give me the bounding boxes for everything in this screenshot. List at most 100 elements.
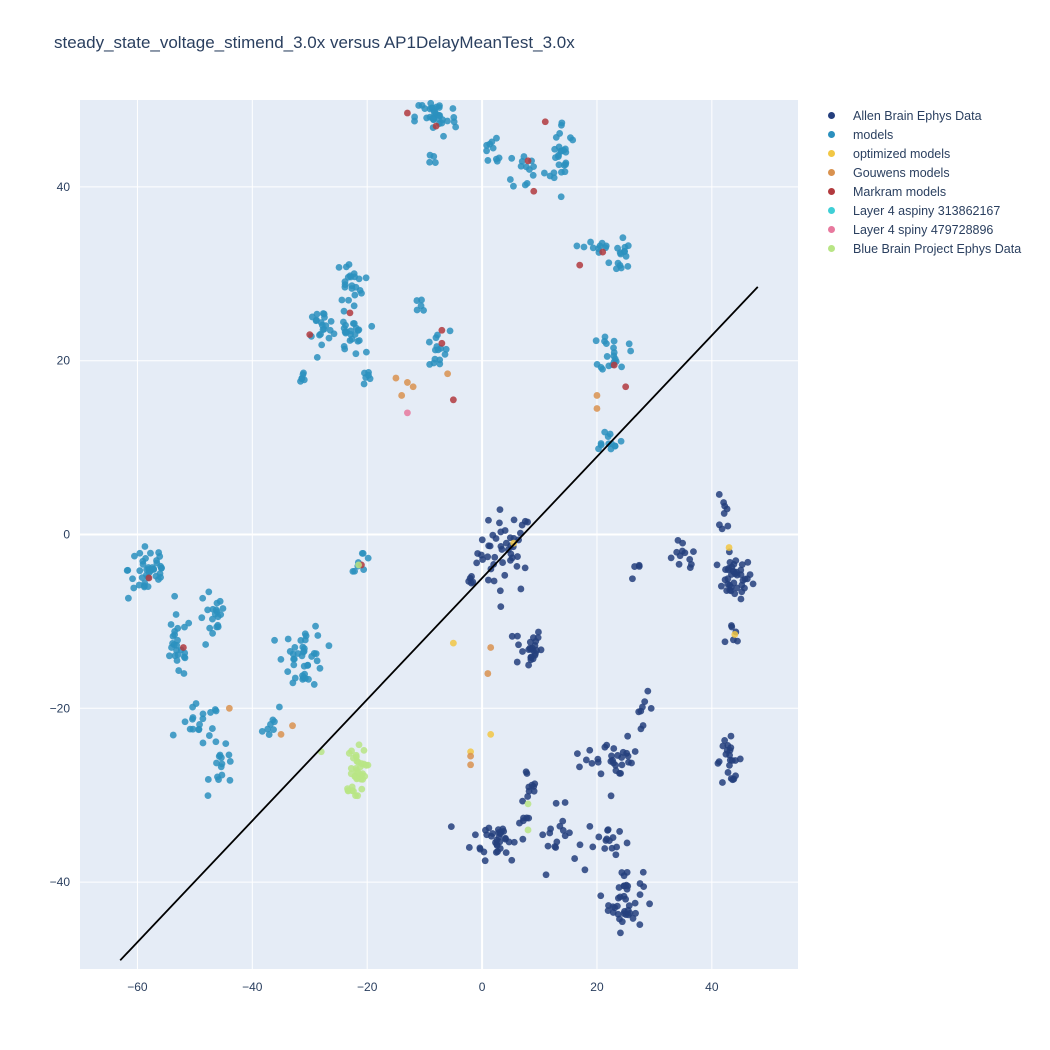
data-point xyxy=(354,792,362,800)
data-point xyxy=(491,553,499,561)
data-point xyxy=(524,793,532,800)
data-point xyxy=(204,776,212,783)
data-point xyxy=(605,902,612,909)
legend-item[interactable]: Layer 4 spiny 479728896 xyxy=(822,220,1021,239)
data-point xyxy=(446,327,454,335)
data-point xyxy=(139,557,147,565)
data-point xyxy=(351,291,359,299)
legend-item[interactable]: Blue Brain Project Ephys Data xyxy=(822,239,1021,258)
data-point xyxy=(604,826,611,834)
y-tick-label: −40 xyxy=(50,875,71,889)
data-point xyxy=(604,907,612,915)
data-point xyxy=(277,655,285,663)
data-point xyxy=(313,657,321,665)
data-point xyxy=(467,761,474,769)
data-point xyxy=(489,144,497,152)
data-point xyxy=(300,645,308,652)
data-point xyxy=(181,718,189,726)
data-point xyxy=(487,730,495,738)
data-point xyxy=(525,661,533,669)
data-point xyxy=(202,641,210,648)
data-point xyxy=(365,368,372,376)
data-point xyxy=(411,117,418,125)
data-point xyxy=(342,329,350,337)
data-point xyxy=(199,710,207,718)
data-point xyxy=(304,662,312,669)
data-point xyxy=(553,838,561,846)
data-point xyxy=(611,442,619,450)
data-point xyxy=(552,844,560,851)
legend-item[interactable]: optimized models xyxy=(822,144,1021,163)
data-point xyxy=(624,732,632,740)
data-point xyxy=(609,834,617,841)
data-point xyxy=(355,337,363,344)
data-point xyxy=(728,623,736,631)
data-point xyxy=(618,918,626,926)
data-point xyxy=(644,687,652,695)
legend-item[interactable]: Layer 4 aspiny 313862167 xyxy=(822,201,1021,220)
data-point xyxy=(524,518,532,526)
data-point xyxy=(141,543,149,550)
data-point xyxy=(614,910,622,918)
data-point xyxy=(138,574,146,582)
data-point xyxy=(124,594,132,602)
data-point xyxy=(569,136,577,144)
data-point xyxy=(726,762,733,769)
data-point xyxy=(597,440,605,447)
data-point xyxy=(730,568,738,576)
data-point xyxy=(485,542,493,550)
data-point xyxy=(737,595,745,603)
data-point xyxy=(199,739,207,747)
data-point xyxy=(489,830,497,837)
data-point xyxy=(359,549,367,557)
data-point xyxy=(605,259,613,267)
legend-item[interactable]: models xyxy=(822,125,1021,144)
data-point xyxy=(738,561,746,569)
data-point xyxy=(726,558,734,566)
data-point xyxy=(614,259,622,267)
axis-ticks: −60 −40 −20 0 20 40 −40 −20 0 20 40 xyxy=(50,180,719,994)
data-point xyxy=(624,262,632,270)
data-point xyxy=(617,437,625,445)
data-point xyxy=(556,130,564,137)
data-point xyxy=(484,576,492,584)
data-point xyxy=(619,234,627,242)
legend-marker-icon xyxy=(828,112,835,119)
data-point xyxy=(573,242,581,250)
data-point xyxy=(476,845,484,853)
data-point xyxy=(284,635,292,643)
legend-item[interactable]: Allen Brain Ephys Data xyxy=(822,106,1021,125)
data-point xyxy=(168,644,175,651)
legend-item[interactable]: Markram models xyxy=(822,182,1021,201)
data-point xyxy=(724,566,732,574)
data-point xyxy=(217,763,225,771)
data-point xyxy=(676,552,684,560)
data-point xyxy=(519,797,526,805)
data-point xyxy=(430,153,438,160)
data-point xyxy=(148,564,156,571)
data-point xyxy=(610,361,618,369)
data-point xyxy=(551,145,559,153)
data-point xyxy=(214,623,222,631)
legend-label: models xyxy=(853,127,894,142)
data-point xyxy=(320,310,328,318)
data-point xyxy=(603,353,611,360)
data-point xyxy=(690,548,697,556)
data-point xyxy=(440,132,447,140)
data-point xyxy=(362,274,370,282)
data-point xyxy=(506,534,514,542)
data-point xyxy=(355,741,363,749)
data-point xyxy=(729,636,737,644)
data-point xyxy=(610,337,618,345)
legend-item[interactable]: Gouwens models xyxy=(822,163,1021,182)
data-point xyxy=(398,392,406,399)
x-tick-label: −40 xyxy=(242,980,263,994)
data-point xyxy=(635,708,643,716)
data-point xyxy=(610,759,617,767)
data-point xyxy=(157,573,164,581)
data-point xyxy=(340,318,347,326)
data-point xyxy=(628,759,635,767)
data-point xyxy=(466,574,474,582)
data-point xyxy=(310,681,318,688)
data-point xyxy=(351,273,359,281)
